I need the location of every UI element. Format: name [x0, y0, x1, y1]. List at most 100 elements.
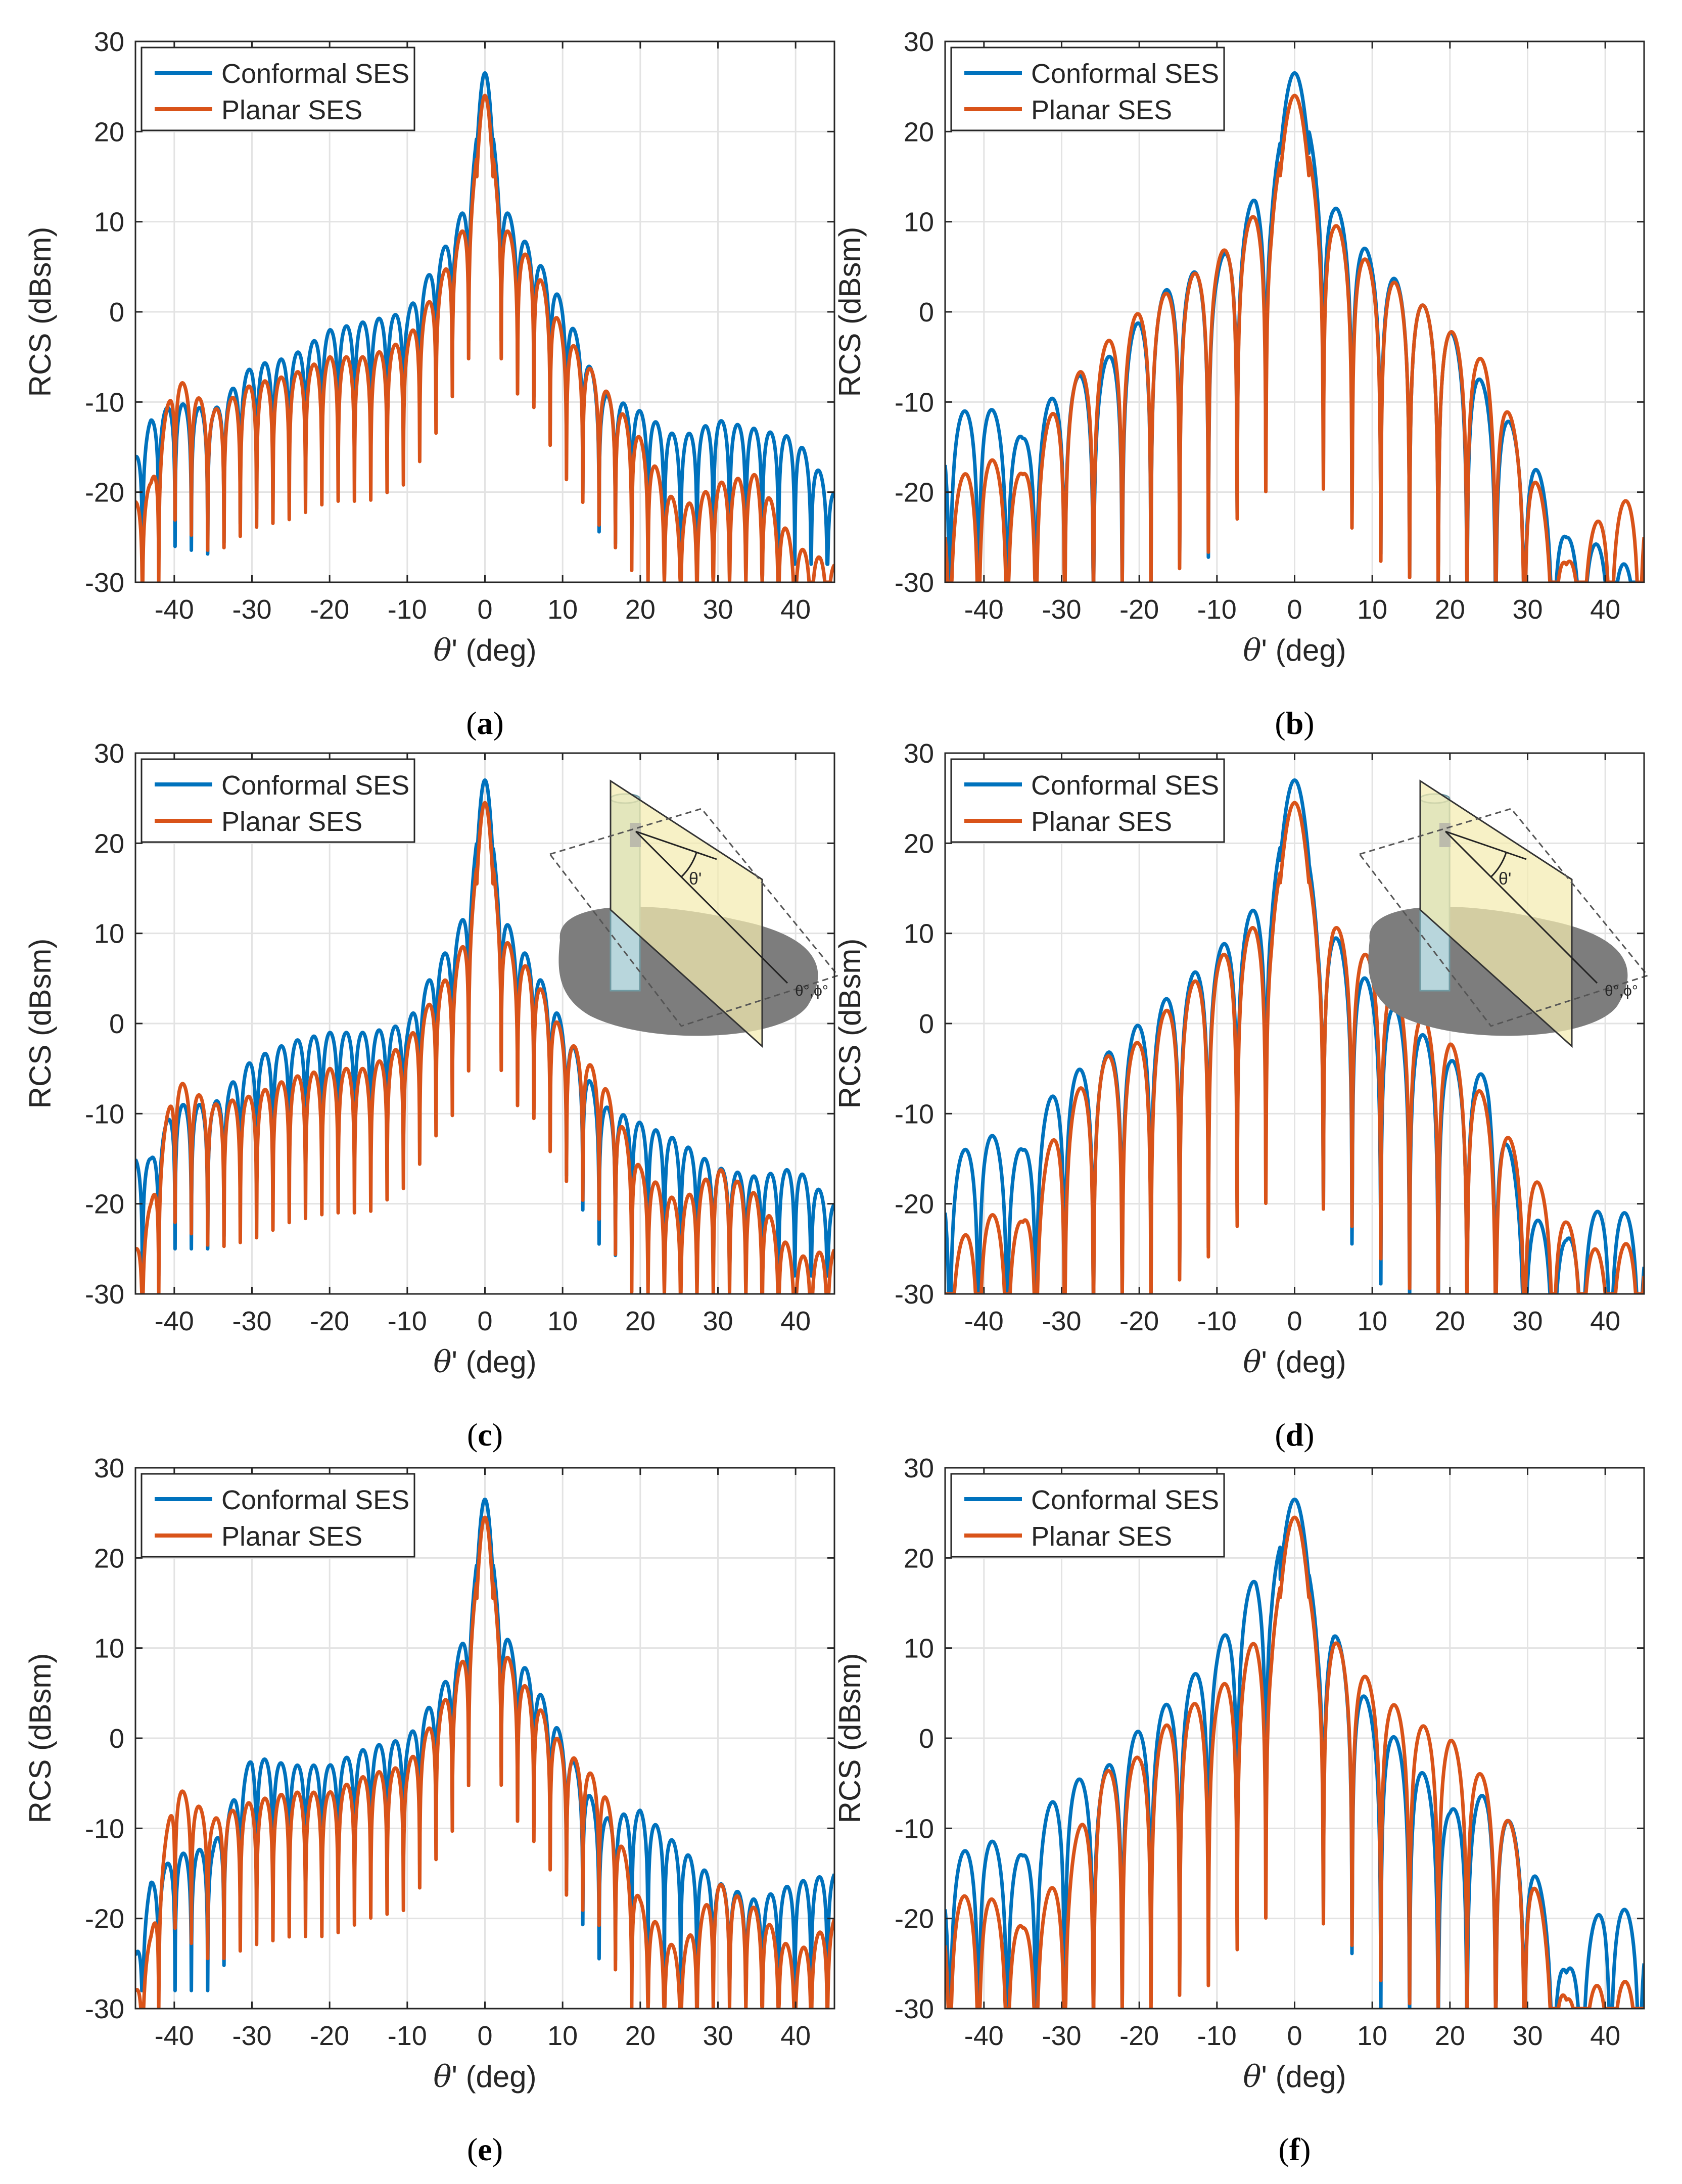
y-tick-label: -20 [85, 1189, 124, 1220]
x-tick-label: -40 [155, 594, 194, 625]
legend-label-planar: Planar SES [221, 1521, 362, 1552]
y-tick-label: 30 [904, 27, 934, 57]
series-conformal-ses [135, 71, 834, 566]
panel-caption: (b) [1275, 705, 1314, 741]
legend-label-conformal: Conformal SES [1031, 1485, 1219, 1515]
x-tick-label: -30 [232, 1306, 271, 1336]
inset-angle-label: θ' [689, 869, 702, 889]
legend-box [950, 758, 1225, 843]
x-axis-label: θ' (deg) [433, 633, 536, 668]
x-tick-label: 10 [547, 1306, 578, 1336]
y-tick-label: 20 [904, 117, 934, 147]
y-tick-label: -20 [85, 478, 124, 508]
series-planar-ses [945, 94, 1644, 582]
x-tick-label: -40 [964, 1306, 1004, 1336]
legend-label-conformal: Conformal SES [221, 770, 409, 801]
y-tick-label: 10 [904, 1634, 934, 1664]
legend: Conformal SES Planar SES [141, 47, 415, 131]
series-planar-ses [135, 1515, 834, 2009]
angle-arc [680, 852, 697, 878]
x-tick-label: 20 [625, 2021, 656, 2051]
inset-incidence-label: θ°,ϕ° [795, 983, 828, 999]
x-tick-label: 10 [547, 594, 578, 625]
y-tick-label: -30 [85, 1279, 124, 1310]
legend-label-planar: Planar SES [221, 807, 362, 837]
incident-ray-line [1444, 830, 1598, 984]
y-tick-label: -10 [85, 1814, 124, 1844]
legend-box [950, 47, 1225, 131]
reference-plane-outline [548, 808, 839, 1027]
y-tick-label: 20 [94, 828, 124, 859]
y-tick-label: -30 [85, 1994, 124, 2024]
y-tick-label: 20 [94, 1543, 124, 1573]
legend-label-planar: Planar SES [221, 95, 362, 125]
y-tick-label: 10 [904, 207, 934, 238]
x-tick-label: -30 [232, 2021, 271, 2051]
y-tick-label: 10 [94, 919, 124, 949]
legend: Conformal SES Planar SES [141, 1473, 415, 1558]
y-axis-label: RCS (dBsm) [833, 1653, 867, 1824]
normal-line [1445, 830, 1527, 860]
inset-geometry: θ' θ°,ϕ° [1358, 779, 1649, 1048]
chart-panel: -40 -30 -20 -10 0 10 20 30 40 -30 -20 -10 0 10 20 30 θ' … [23, 27, 835, 741]
y-tick-label: 0 [919, 297, 934, 328]
y-tick-label: 30 [904, 738, 934, 769]
x-tick-label: 40 [1590, 594, 1620, 625]
x-tick-label: -20 [310, 594, 349, 625]
y-tick-label: -20 [85, 1904, 124, 1934]
legend-label-conformal: Conformal SES [221, 1485, 409, 1515]
y-tick-label: -30 [895, 568, 934, 598]
y-tick-label: 10 [94, 207, 124, 238]
y-axis-label: RCS (dBsm) [23, 227, 57, 397]
legend-box [141, 47, 415, 131]
panel-caption: (d) [1275, 1417, 1314, 1453]
chart-panel: -40 -30 -20 -10 0 10 20 30 40 -30 -20 -10 0 10 20 30 θ' … [23, 1453, 835, 2167]
legend: Conformal SES Planar SES [950, 47, 1225, 131]
y-axis-label: RCS (dBsm) [23, 939, 57, 1109]
x-tick-label: -40 [155, 1306, 194, 1336]
chart-panel: -40 -30 -20 -10 0 10 20 30 40 -30 -20 -10 0 10 20 30 θ' … [833, 1453, 1645, 2167]
y-tick-label: -10 [895, 387, 934, 417]
incidence-plane-shape [610, 779, 763, 1048]
y-tick-label: 30 [94, 1453, 124, 1483]
legend-box [141, 758, 415, 843]
x-tick-label: 20 [1435, 2021, 1465, 2051]
legend-label-planar: Planar SES [1031, 1521, 1172, 1552]
x-tick-label: 40 [1590, 1306, 1620, 1336]
angle-arc [1490, 852, 1507, 878]
x-tick-label: -40 [155, 2021, 194, 2051]
x-axis-label: θ' (deg) [1243, 2059, 1346, 2095]
legend-box [141, 1473, 415, 1558]
x-tick-label: 30 [703, 1306, 733, 1336]
x-tick-label: -30 [1042, 1306, 1081, 1336]
x-tick-label: -10 [1197, 594, 1237, 625]
series-planar-ses [945, 801, 1644, 1294]
y-tick-label: 10 [904, 919, 934, 949]
x-tick-label: 40 [780, 594, 811, 625]
y-tick-label: -10 [85, 387, 124, 417]
x-tick-label: 0 [1287, 594, 1302, 625]
y-tick-label: -10 [85, 1099, 124, 1129]
y-tick-label: -20 [895, 1904, 934, 1934]
x-tick-label: 0 [477, 1306, 492, 1336]
y-tick-label: 0 [919, 1009, 934, 1039]
x-tick-label: 30 [703, 2021, 733, 2051]
y-tick-label: 0 [109, 1724, 124, 1754]
legend-label-conformal: Conformal SES [1031, 770, 1219, 801]
y-tick-label: -20 [895, 1189, 934, 1220]
panel-caption: (f) [1279, 2131, 1311, 2167]
y-tick-label: 0 [109, 1009, 124, 1039]
incident-ray-line [635, 830, 788, 984]
x-tick-label: 10 [547, 2021, 578, 2051]
inset-geometry: θ' θ°,ϕ° [548, 779, 839, 1048]
y-axis-label: RCS (dBsm) [23, 1653, 57, 1824]
x-tick-label: -10 [1197, 1306, 1237, 1336]
panel-caption: (a) [466, 705, 504, 741]
x-tick-label: -20 [1119, 1306, 1159, 1336]
x-tick-label: -40 [964, 2021, 1004, 2051]
panel-caption: (c) [467, 1417, 503, 1453]
y-tick-label: -10 [895, 1099, 934, 1129]
y-tick-label: 20 [94, 117, 124, 147]
y-tick-label: 10 [94, 1634, 124, 1664]
